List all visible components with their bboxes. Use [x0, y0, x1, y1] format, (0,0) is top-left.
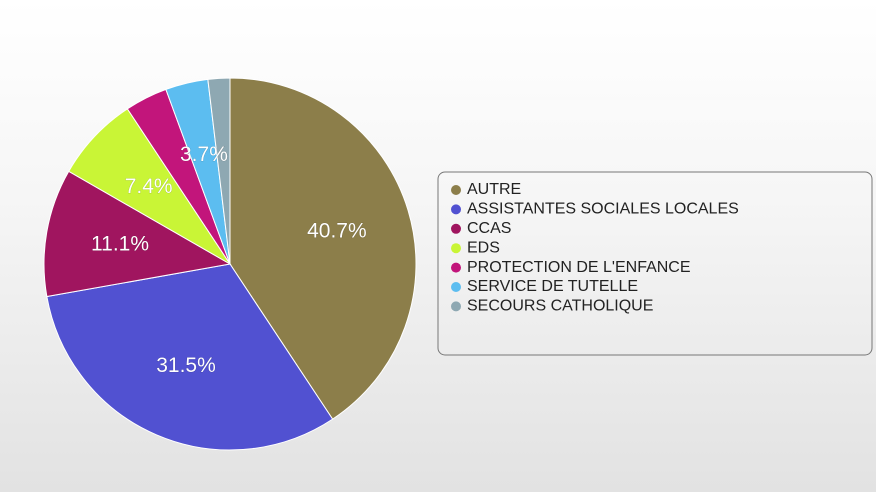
legend-label: ASSISTANTES SOCIALES LOCALES	[467, 201, 739, 218]
slice-label: 7.4%	[125, 175, 173, 198]
legend-label: SECOURS CATHOLIQUE	[467, 298, 653, 315]
legend-label: CCAS	[467, 220, 511, 237]
slice-label: 40.7%	[307, 219, 367, 242]
slice-label: 3.7%	[180, 143, 228, 166]
legend-marker	[451, 223, 461, 234]
pie-slice	[46, 263, 334, 451]
slice-label: 11.1%	[91, 232, 149, 255]
legend-marker	[451, 262, 461, 273]
legend-label: EDS	[467, 239, 500, 256]
legend-marker	[451, 301, 461, 312]
pie-slice	[207, 77, 231, 265]
legend-label: PROTECTION DE L'ENFANCE	[467, 259, 691, 276]
legend-marker	[451, 204, 461, 215]
pie-slice	[43, 170, 232, 298]
legend-label: AUTRE	[467, 181, 521, 198]
legend-marker	[451, 282, 461, 292]
legend-marker	[451, 243, 461, 254]
legend-box	[437, 171, 873, 356]
slice-label: 31.5%	[156, 354, 216, 377]
legend-marker	[451, 185, 461, 195]
legend-label: SERVICE DE TUTELLE	[467, 278, 638, 295]
